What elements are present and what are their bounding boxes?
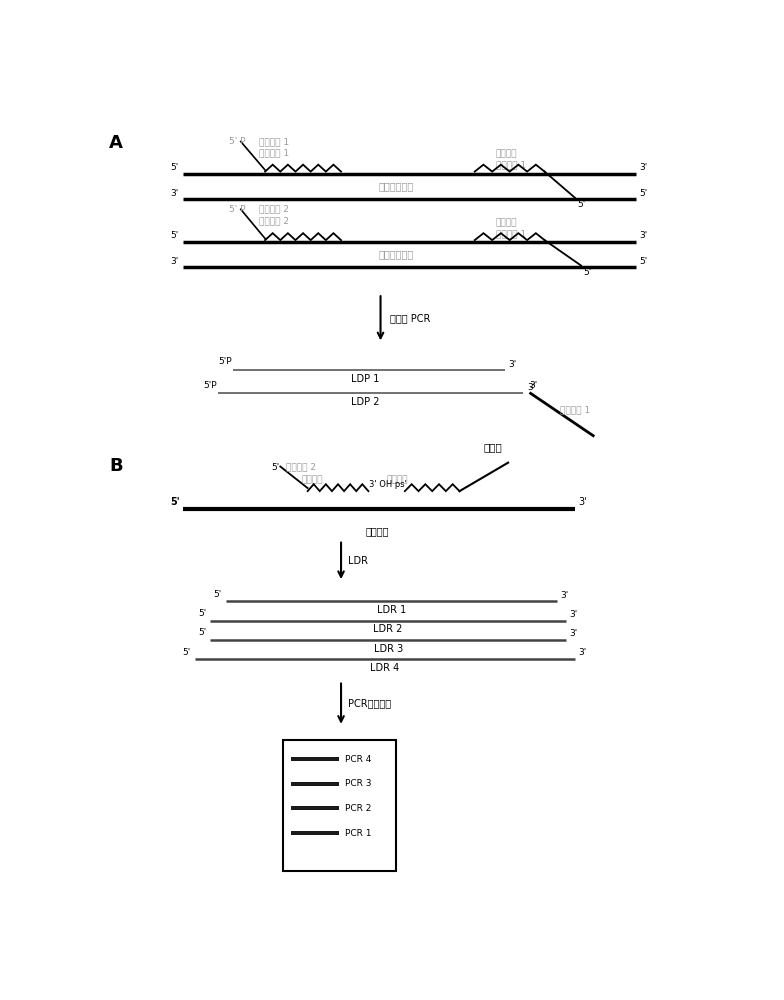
Bar bbox=[283, 740, 396, 871]
Text: A: A bbox=[109, 134, 123, 152]
Text: 通用标签 1: 通用标签 1 bbox=[496, 160, 526, 169]
Text: 5': 5' bbox=[170, 163, 178, 172]
Text: 3': 3' bbox=[569, 610, 578, 619]
Text: PCR 1: PCR 1 bbox=[345, 829, 372, 838]
Text: LDR 3: LDR 3 bbox=[373, 644, 403, 654]
Bar bbox=[291, 831, 339, 835]
Text: PCR 3: PCR 3 bbox=[345, 779, 372, 788]
Text: 5': 5' bbox=[271, 463, 279, 472]
Text: 5': 5' bbox=[170, 231, 178, 240]
Text: 5': 5' bbox=[583, 268, 591, 277]
Text: 通用标签 1: 通用标签 1 bbox=[496, 229, 526, 238]
Text: 5'P: 5'P bbox=[203, 380, 216, 389]
Text: 5': 5' bbox=[170, 497, 180, 507]
Text: 反向引物: 反向引物 bbox=[496, 149, 517, 158]
Text: 5'P: 5'P bbox=[218, 357, 232, 366]
Text: 上游引物 1: 上游引物 1 bbox=[259, 148, 289, 157]
Text: 3': 3' bbox=[561, 591, 568, 600]
Text: 5' P: 5' P bbox=[229, 205, 245, 214]
Text: PCR 4: PCR 4 bbox=[345, 755, 372, 764]
Text: 5': 5' bbox=[213, 590, 221, 599]
Text: 通用标签 2: 通用标签 2 bbox=[286, 463, 317, 472]
Text: 3': 3' bbox=[640, 231, 648, 240]
Text: PCR 2: PCR 2 bbox=[345, 804, 372, 813]
Text: 下游探针: 下游探针 bbox=[387, 476, 408, 485]
Text: 5': 5' bbox=[198, 628, 206, 637]
Text: 5': 5' bbox=[640, 189, 648, 198]
Bar bbox=[291, 806, 339, 810]
Text: 3': 3' bbox=[569, 629, 578, 638]
Text: 上游探针: 上游探针 bbox=[302, 476, 323, 485]
Text: 主观选择模板: 主观选择模板 bbox=[378, 249, 413, 259]
Text: 3': 3' bbox=[527, 383, 535, 392]
Text: 5': 5' bbox=[183, 648, 191, 657]
Bar bbox=[291, 782, 339, 786]
Text: LDP 2: LDP 2 bbox=[351, 397, 379, 407]
Text: 3' OH ps': 3' OH ps' bbox=[369, 480, 407, 489]
Text: 填充物: 填充物 bbox=[484, 442, 503, 452]
Text: B: B bbox=[109, 457, 122, 475]
Text: 3': 3' bbox=[170, 189, 178, 198]
Text: 下游探针 1: 下游探针 1 bbox=[259, 137, 289, 146]
Text: 正向引物 2: 正向引物 2 bbox=[259, 216, 289, 225]
Text: 下游探针 2: 下游探针 2 bbox=[259, 205, 289, 214]
Text: 5': 5' bbox=[640, 257, 648, 266]
Text: 不对称 PCR: 不对称 PCR bbox=[390, 313, 430, 323]
Text: 完全配对: 完全配对 bbox=[366, 527, 389, 537]
Text: 5': 5' bbox=[198, 609, 206, 618]
Text: 5' P: 5' P bbox=[229, 137, 245, 146]
Text: LDP 1: LDP 1 bbox=[351, 374, 379, 384]
Text: 3': 3' bbox=[509, 360, 517, 369]
Text: 3': 3' bbox=[170, 257, 178, 266]
Text: 3': 3' bbox=[579, 497, 587, 507]
Text: LDR 2: LDR 2 bbox=[373, 624, 403, 634]
Text: 3': 3' bbox=[640, 163, 648, 172]
Text: 3': 3' bbox=[529, 380, 538, 389]
Text: LDR 4: LDR 4 bbox=[371, 663, 400, 673]
Text: LDR: LDR bbox=[348, 556, 368, 566]
Text: 通用标签 1: 通用标签 1 bbox=[560, 405, 590, 414]
Text: 3': 3' bbox=[579, 648, 587, 657]
Text: 5': 5' bbox=[577, 200, 585, 209]
Text: 主观选择模板: 主观选择模板 bbox=[378, 182, 413, 192]
Text: 反向引物: 反向引物 bbox=[496, 219, 517, 228]
Text: PCR扩增检测: PCR扩增检测 bbox=[348, 699, 391, 709]
Text: LDR 1: LDR 1 bbox=[376, 605, 406, 615]
Bar bbox=[291, 757, 339, 761]
